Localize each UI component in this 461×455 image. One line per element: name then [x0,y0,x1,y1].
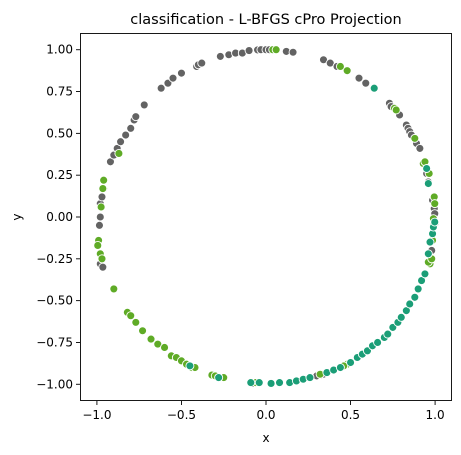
data-point [288,47,298,57]
data-point [197,58,207,68]
data-points [93,45,440,388]
data-point [275,378,284,388]
data-point [254,378,264,388]
data-point [99,175,109,185]
data-point [98,184,108,194]
data-point [109,284,119,294]
data-point [335,363,345,372]
data-point [373,338,383,347]
y-tick-label: −0.50 [36,294,73,308]
y-axis-label: y [10,213,24,220]
y-tick-label: 0.25 [46,168,73,182]
data-point [430,199,440,209]
data-point [97,192,107,202]
y-axis-ticks: 1.00 0.75 0.50 0.25 0.00 −0.25 −0.50 −0.75 −1.00 [36,43,80,391]
y-tick-label: −0.75 [36,335,73,349]
data-point [342,66,352,76]
x-tick-label: 0.0 [256,408,275,422]
data-point [361,78,371,88]
data-point [156,83,166,93]
y-tick-label: 1.00 [46,43,73,57]
data-point [422,164,432,173]
data-point [168,73,178,83]
y-tick-label: 0.00 [46,210,73,224]
x-axis-label: x [262,431,269,445]
data-point [138,326,148,336]
data-point [121,130,131,140]
x-axis-ticks: −1.0 −0.5 0.0 0.5 1.0 [82,401,445,422]
data-point [146,334,156,344]
data-point [410,133,420,143]
data-point [335,61,345,71]
data-point [415,143,425,153]
data-point [160,343,170,352]
plot-frame [80,33,452,401]
data-point [97,254,107,264]
y-tick-label: 0.50 [46,126,73,140]
data-point [246,378,256,388]
data-point [346,358,355,367]
data-point [266,378,276,388]
data-point [95,212,105,222]
data-point [93,240,103,250]
data-point [131,317,141,327]
data-point [425,237,435,247]
data-point [391,105,401,115]
data-point [114,148,124,158]
data-point [423,179,433,189]
data-point [126,311,136,321]
data-point [369,83,379,93]
data-point [185,361,195,371]
data-point [430,217,440,227]
chart-title: classification - L-BFGS cPro Projection [130,12,401,28]
plot-area [80,33,452,401]
data-point [131,112,141,122]
data-point [420,269,430,279]
data-point [413,284,423,294]
data-point [271,45,281,55]
data-point [94,220,104,230]
data-point [305,373,315,383]
x-tick-label: −1.0 [82,408,111,422]
data-point [98,262,108,272]
data-point [176,68,186,78]
data-point [214,373,224,383]
data-point [410,292,420,302]
data-point [126,123,136,133]
data-point [383,329,393,339]
data-point [423,249,433,259]
y-tick-label: −0.25 [36,252,73,266]
y-tick-label: 0.75 [46,85,73,99]
data-point [116,137,126,147]
x-tick-label: −0.5 [167,408,196,422]
data-point [96,202,106,212]
data-point [244,46,254,56]
data-point [139,100,149,110]
y-tick-label: −1.00 [36,377,73,391]
data-point [215,51,225,61]
data-point [354,73,364,83]
data-point [396,312,406,322]
data-point [405,299,415,309]
x-tick-label: 1.0 [426,408,445,422]
x-tick-label: 0.5 [341,408,360,422]
